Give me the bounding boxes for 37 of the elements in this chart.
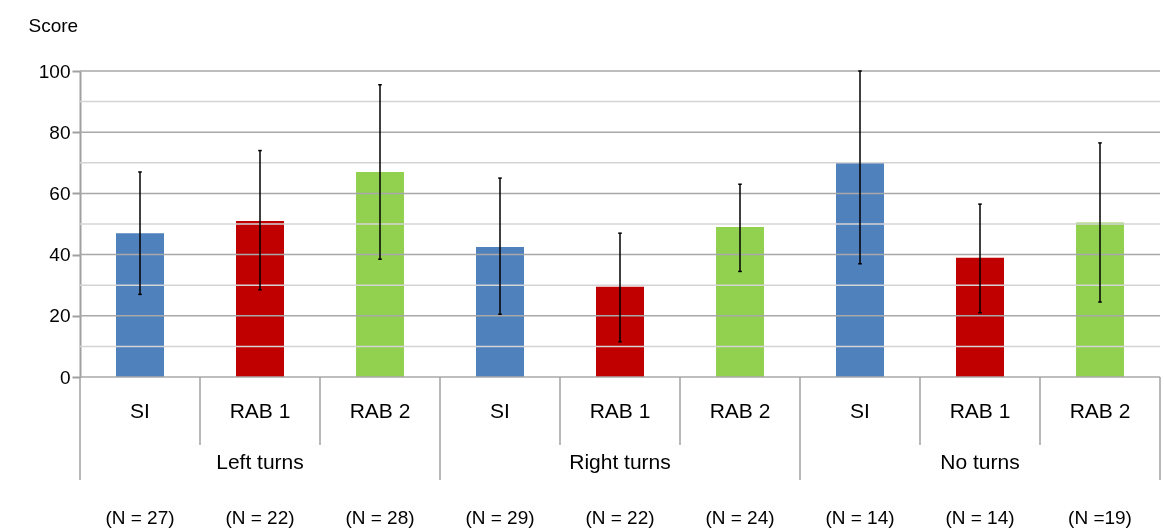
text: (N = 28) — [345, 507, 415, 528]
x-tick-label: SI — [130, 399, 150, 422]
x-tick-label: RAB 2 — [349, 399, 411, 422]
y-tick-label: 80 — [49, 121, 71, 143]
text: Left turns — [216, 450, 304, 473]
text: (N = 14) — [825, 507, 895, 528]
y-tick-label: 20 — [49, 305, 71, 327]
x-tick-label: RAB 1 — [589, 399, 651, 422]
text: (N = 22) — [585, 507, 655, 528]
y-tick-label: 0 — [59, 366, 71, 388]
y-axis-title: Score — [28, 14, 79, 36]
text: (N = 22) — [225, 507, 295, 528]
bar — [1076, 222, 1124, 377]
text: Right turns — [569, 450, 671, 473]
bar — [716, 227, 764, 377]
y-tick-label: 60 — [49, 182, 71, 204]
text: (N = 14) — [945, 507, 1015, 528]
text: No turns — [940, 450, 1020, 473]
x-tick-label: SI — [850, 399, 870, 422]
x-tick-label: RAB 1 — [949, 399, 1011, 422]
text: (N =19) — [1068, 507, 1132, 528]
x-tick-label: SI — [490, 399, 510, 422]
bar — [836, 162, 884, 377]
text: (N = 27) — [105, 507, 175, 528]
bar — [956, 257, 1004, 377]
bar — [116, 233, 164, 377]
bar — [596, 286, 644, 377]
bar — [236, 220, 284, 377]
bar — [476, 246, 524, 377]
x-tick-label: RAB 2 — [709, 399, 771, 422]
x-tick-label: RAB 1 — [229, 399, 291, 422]
y-tick-label: 100 — [38, 60, 71, 82]
bar — [356, 171, 404, 377]
y-tick-label: 40 — [49, 244, 71, 266]
text: (N = 29) — [465, 507, 535, 528]
x-tick-label: RAB 2 — [1069, 399, 1131, 422]
text: (N = 24) — [705, 507, 775, 528]
